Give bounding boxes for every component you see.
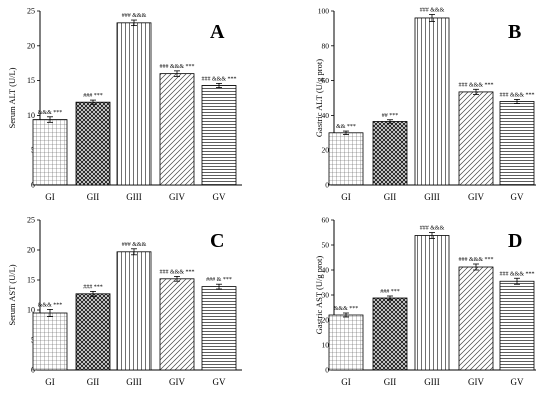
significance-label: &&& *** bbox=[334, 306, 359, 312]
x-tick-label: GV bbox=[511, 377, 524, 387]
bar bbox=[458, 91, 494, 186]
x-tick-label: GIV bbox=[468, 192, 484, 202]
panel-letter: C bbox=[210, 230, 224, 252]
x-tick-label: GI bbox=[45, 377, 55, 387]
y-tick-label: 0 bbox=[325, 181, 329, 190]
y-axis-label: Gastric ALT (U/g prot) bbox=[314, 59, 324, 137]
significance-label: ### &&& *** bbox=[159, 64, 194, 70]
bar bbox=[201, 286, 237, 371]
y-axis-label: Gastric AST (U/g prot) bbox=[314, 256, 324, 335]
x-tick-label: GII bbox=[384, 377, 397, 387]
x-tick-label: GIII bbox=[424, 192, 440, 202]
bar bbox=[159, 73, 195, 186]
significance-label: ## *** bbox=[382, 113, 399, 119]
x-tick-label: GIII bbox=[126, 377, 142, 387]
y-tick-label: 15 bbox=[27, 76, 35, 85]
bar bbox=[116, 251, 152, 371]
y-tick-label: 60 bbox=[322, 216, 330, 225]
y-tick-label: 10 bbox=[27, 306, 35, 315]
y-axis-label: Serum ALT (U/L) bbox=[7, 67, 17, 128]
bar bbox=[328, 132, 364, 186]
y-tick-label: 30 bbox=[322, 291, 330, 300]
x-tick-label: GII bbox=[384, 192, 397, 202]
panel-a: 0510152025Serum ALT (U/L)&&& ***GI### **… bbox=[7, 7, 242, 202]
x-tick-label: GIV bbox=[169, 192, 185, 202]
panel-letter: D bbox=[508, 230, 522, 252]
panel-c: 0510152025Serum AST (U/L)&&& ***GI### **… bbox=[7, 216, 242, 387]
y-tick-label: 60 bbox=[322, 76, 330, 85]
y-tick-label: 15 bbox=[27, 276, 35, 285]
x-tick-label: GIII bbox=[126, 192, 142, 202]
bar bbox=[116, 22, 152, 186]
y-tick-label: 25 bbox=[27, 216, 35, 225]
y-tick-label: 100 bbox=[318, 7, 330, 16]
x-tick-label: GIV bbox=[169, 377, 185, 387]
y-tick-label: 20 bbox=[27, 246, 35, 255]
bar bbox=[75, 101, 111, 186]
panel-letter: A bbox=[210, 21, 225, 43]
x-tick-label: GV bbox=[213, 192, 226, 202]
significance-label: ### &&& bbox=[420, 226, 445, 232]
x-tick-label: GV bbox=[511, 192, 524, 202]
y-tick-label: 20 bbox=[322, 146, 330, 155]
bar bbox=[458, 266, 494, 371]
x-tick-label: GIII bbox=[424, 377, 440, 387]
bar bbox=[499, 280, 535, 371]
y-tick-label: 20 bbox=[27, 41, 35, 50]
bar bbox=[372, 121, 408, 186]
y-tick-label: 20 bbox=[322, 316, 330, 325]
bar bbox=[32, 119, 68, 186]
significance-label: ### &&& *** bbox=[499, 92, 534, 98]
y-tick-label: 10 bbox=[27, 111, 35, 120]
significance-label: ### &&& *** bbox=[499, 271, 534, 277]
x-tick-label: GV bbox=[213, 377, 226, 387]
significance-label: ### &&& bbox=[420, 7, 445, 13]
panel-b: 0 20 40 60 80 100 Gastric ALT (U/g prot) && ***… bbox=[314, 7, 536, 202]
x-tick-label: GII bbox=[87, 377, 100, 387]
x-tick-label: GI bbox=[341, 192, 351, 202]
x-tick-label: GIV bbox=[468, 377, 484, 387]
y-tick-label: 0 bbox=[325, 366, 329, 375]
x-tick-label: GI bbox=[341, 377, 351, 387]
y-tick-label: 10 bbox=[322, 341, 330, 350]
x-tick-label: GI bbox=[45, 192, 55, 202]
y-tick-label: 80 bbox=[322, 41, 330, 50]
y-tick-label: 25 bbox=[27, 7, 35, 16]
significance-label: ### *** bbox=[380, 289, 400, 295]
y-tick-label: 50 bbox=[322, 241, 330, 250]
significance-label: ### &&& bbox=[122, 242, 147, 248]
bar bbox=[499, 101, 535, 186]
bar bbox=[372, 297, 408, 371]
bar bbox=[201, 85, 237, 186]
panel-d: 0 10 20 30 40 50 60 Gastric AST (U/g prot) &&& *… bbox=[314, 216, 536, 387]
significance-label: &&& *** bbox=[38, 302, 63, 308]
significance-label: ### &&& *** bbox=[201, 76, 236, 82]
y-tick-label: 40 bbox=[322, 266, 330, 275]
significance-label: ### &&& *** bbox=[159, 269, 194, 275]
panel-letter: B bbox=[508, 21, 521, 43]
y-tick-label: 40 bbox=[322, 111, 330, 120]
significance-label: ### & *** bbox=[206, 277, 232, 283]
significance-label: ### &&& *** bbox=[458, 257, 493, 263]
y-axis-label: Serum AST (U/L) bbox=[7, 264, 17, 325]
x-tick-label: GII bbox=[87, 192, 100, 202]
bar bbox=[414, 17, 450, 186]
significance-label: &&& *** bbox=[38, 110, 63, 116]
bar bbox=[414, 235, 450, 371]
significance-label: ### &&& *** bbox=[458, 82, 493, 88]
bar bbox=[159, 278, 195, 371]
significance-label: ### *** bbox=[83, 284, 103, 290]
bar bbox=[75, 293, 111, 371]
significance-label: && *** bbox=[336, 124, 356, 130]
significance-label: ### *** bbox=[83, 93, 103, 99]
significance-label: ### &&& bbox=[122, 13, 147, 19]
bar bbox=[328, 314, 364, 371]
bar bbox=[32, 312, 68, 371]
